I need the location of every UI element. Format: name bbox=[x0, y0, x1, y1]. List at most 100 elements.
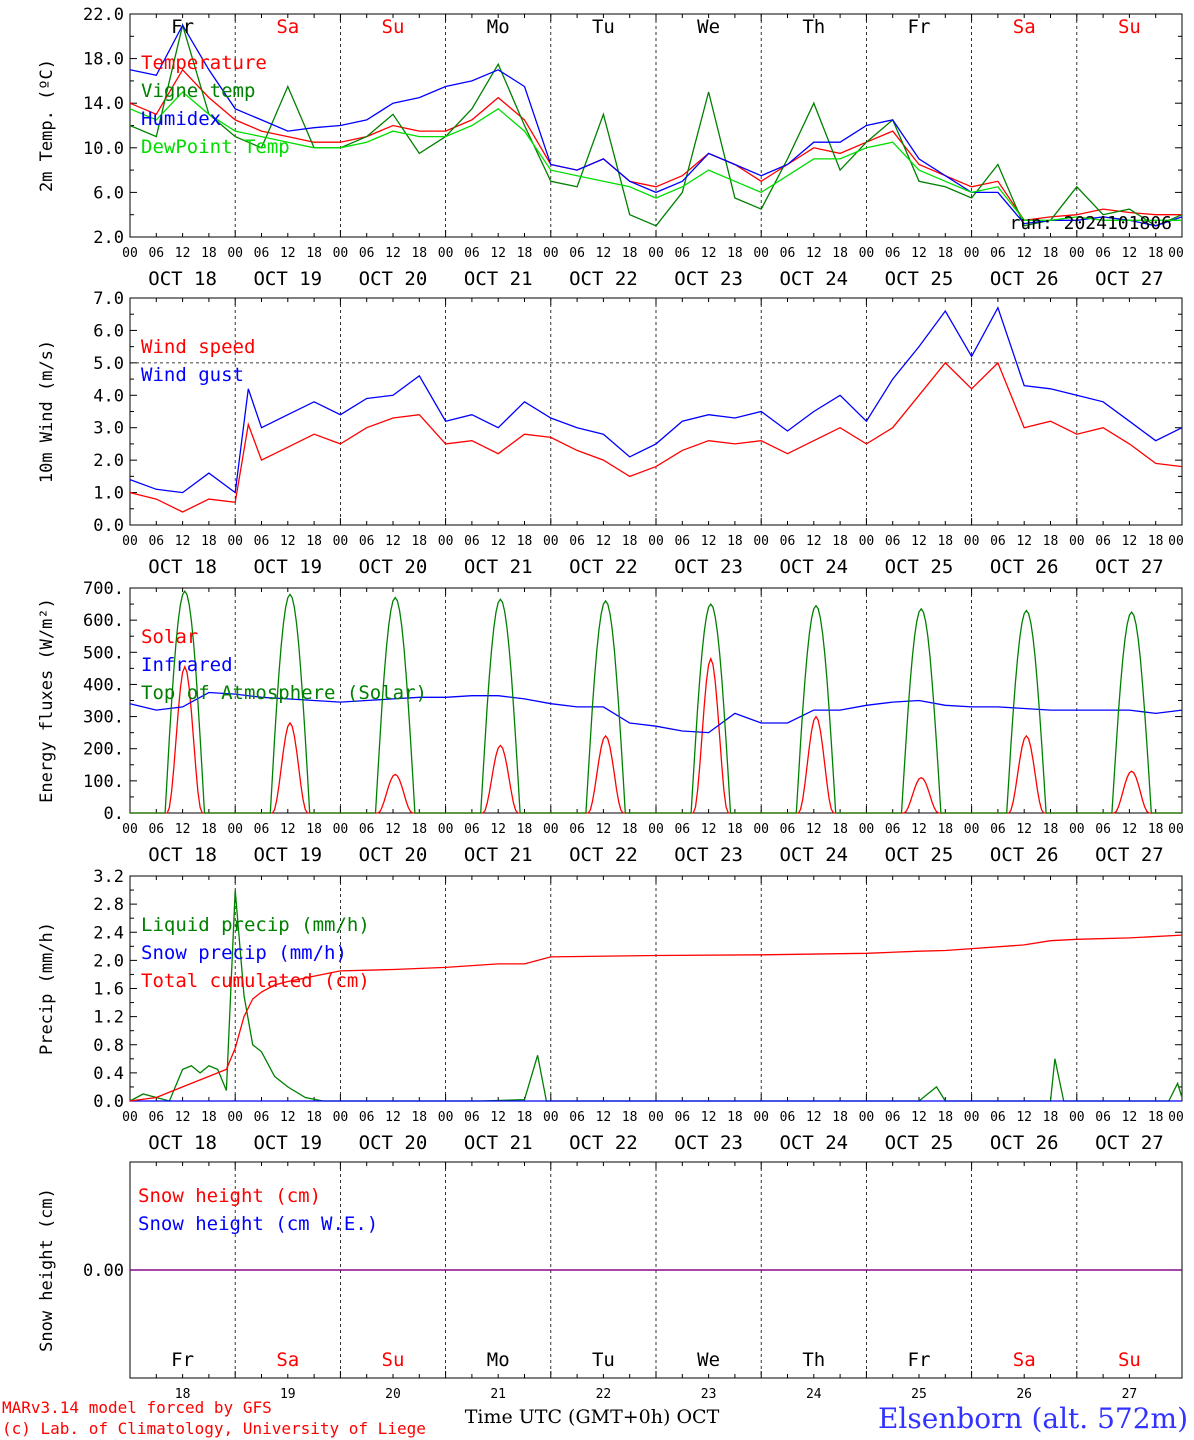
hour-tick-label: 06 bbox=[885, 822, 901, 837]
day-number-label: 19 bbox=[280, 1387, 296, 1402]
legend-entry: DewPoint Temp bbox=[141, 136, 290, 158]
hour-tick-label: 06 bbox=[464, 246, 480, 261]
weekday-label: Mo bbox=[487, 16, 510, 38]
hour-tick-label: 18 bbox=[201, 534, 217, 549]
hour-tick-label: 12 bbox=[280, 1110, 296, 1125]
hour-tick-label: 00 bbox=[1069, 822, 1085, 837]
day-number-label: 22 bbox=[596, 1387, 612, 1402]
hour-tick-label: 00 bbox=[122, 246, 138, 261]
hour-tick-label: 12 bbox=[911, 246, 927, 261]
legend-entry: Temperature bbox=[141, 52, 267, 74]
hour-tick-label: 00 bbox=[122, 534, 138, 549]
y-tick-label: 2.0 bbox=[93, 228, 124, 248]
hour-tick-label: 00 bbox=[227, 822, 243, 837]
weekday-label: Su bbox=[1118, 1349, 1141, 1371]
hour-tick-label: 00 bbox=[753, 822, 769, 837]
weekday-label: Tu bbox=[592, 16, 615, 38]
y-tick-label: 7.0 bbox=[93, 289, 124, 309]
hour-tick-label: 00 bbox=[438, 246, 454, 261]
hour-tick-label: 06 bbox=[1095, 534, 1111, 549]
date-label: OCT 23 bbox=[674, 556, 743, 578]
hour-tick-label: 06 bbox=[780, 246, 796, 261]
hour-tick-label: 12 bbox=[1016, 534, 1032, 549]
hour-tick-label: 18 bbox=[727, 534, 743, 549]
day-number-label: 18 bbox=[175, 1387, 191, 1402]
y-tick-label: 3.2 bbox=[93, 867, 124, 887]
hour-tick-label: 00 bbox=[648, 534, 664, 549]
hour-tick-label: 06 bbox=[148, 1110, 164, 1125]
hour-tick-label: 12 bbox=[1016, 822, 1032, 837]
weekday-label: Sa bbox=[276, 1349, 299, 1371]
hour-tick-label: 18 bbox=[1148, 822, 1164, 837]
hour-tick-label: 18 bbox=[411, 246, 427, 261]
day-number-label: 26 bbox=[1016, 1387, 1032, 1402]
hour-tick-label: 12 bbox=[911, 1110, 927, 1125]
legend-entry: Wind speed bbox=[141, 336, 255, 358]
date-label: OCT 18 bbox=[148, 268, 217, 290]
date-label: OCT 19 bbox=[253, 268, 322, 290]
series-line-temperature bbox=[129, 68, 1182, 221]
hour-tick-label: 18 bbox=[622, 1110, 638, 1125]
hour-tick-label: 00 bbox=[227, 1110, 243, 1125]
y-tick-label: 500. bbox=[83, 643, 124, 663]
date-label: OCT 19 bbox=[253, 844, 322, 866]
hour-tick-label: 06 bbox=[359, 534, 375, 549]
legend-entry: Solar bbox=[141, 626, 198, 648]
hour-tick-label: 06 bbox=[780, 822, 796, 837]
hour-tick-label: 12 bbox=[175, 822, 191, 837]
hour-tick-label: 06 bbox=[464, 822, 480, 837]
y-tick-label: 2.8 bbox=[93, 895, 124, 915]
y-tick-label: 400. bbox=[83, 675, 124, 695]
hour-tick-label: 12 bbox=[280, 534, 296, 549]
weekday-label: Th bbox=[802, 1349, 825, 1371]
date-label: OCT 27 bbox=[1095, 844, 1164, 866]
y-tick-label: 0. bbox=[104, 804, 124, 824]
hour-tick-label: 00 bbox=[1168, 534, 1184, 549]
x-axis-label: Time UTC (GMT+0h) OCT bbox=[465, 1406, 720, 1428]
panel-2: 0.0 1.0 2.0 3.0 4.0 5.0 6.0 7.0 10m Wind (m/s) Wi… bbox=[37, 289, 1184, 578]
hour-tick-label: 00 bbox=[1168, 246, 1184, 261]
hour-tick-label: 06 bbox=[990, 534, 1006, 549]
hour-tick-label: 00 bbox=[438, 822, 454, 837]
hour-tick-label: 06 bbox=[990, 822, 1006, 837]
hour-tick-label: 06 bbox=[674, 1110, 690, 1125]
hour-tick-label: 00 bbox=[1168, 1110, 1184, 1125]
hour-tick-label: 06 bbox=[885, 246, 901, 261]
y-tick-label: 1.6 bbox=[93, 980, 124, 1000]
hour-tick-label: 06 bbox=[359, 822, 375, 837]
hour-tick-label: 18 bbox=[517, 1110, 533, 1125]
hour-tick-label: 00 bbox=[964, 1110, 980, 1125]
series-line-humidex bbox=[129, 23, 1183, 227]
hour-tick-label: 00 bbox=[438, 1110, 454, 1125]
date-label: OCT 26 bbox=[990, 1132, 1059, 1154]
hour-tick-label: 06 bbox=[148, 534, 164, 549]
date-label: OCT 23 bbox=[674, 268, 743, 290]
weekday-label: Fr bbox=[908, 1349, 931, 1371]
hour-tick-label: 18 bbox=[517, 822, 533, 837]
weekday-label: Th bbox=[802, 16, 825, 38]
hour-tick-label: 12 bbox=[1016, 1110, 1032, 1125]
weekday-label: Su bbox=[382, 16, 405, 38]
legend-entry: Total cumulated (cm) bbox=[141, 970, 370, 992]
hour-tick-label: 00 bbox=[753, 534, 769, 549]
series-line-vigne-temp bbox=[129, 22, 1183, 227]
date-label: OCT 26 bbox=[990, 268, 1059, 290]
y-tick-label: 5.0 bbox=[93, 354, 124, 374]
legend-entry: Vigne temp bbox=[141, 80, 255, 102]
series-line-wind-speed bbox=[129, 361, 1183, 513]
hour-tick-label: 00 bbox=[543, 534, 559, 549]
hour-tick-label: 18 bbox=[1043, 246, 1059, 261]
hour-tick-label: 06 bbox=[254, 534, 270, 549]
hour-tick-label: 18 bbox=[832, 1110, 848, 1125]
y-tick-label: 6.0 bbox=[93, 183, 124, 203]
date-label: OCT 23 bbox=[674, 844, 743, 866]
date-label: OCT 23 bbox=[674, 1132, 743, 1154]
hour-tick-label: 06 bbox=[359, 246, 375, 261]
hour-tick-label: 00 bbox=[648, 246, 664, 261]
hour-tick-label: 00 bbox=[1069, 534, 1085, 549]
date-label: OCT 27 bbox=[1095, 556, 1164, 578]
hour-tick-label: 18 bbox=[306, 1110, 322, 1125]
legend-entry: Infrared bbox=[141, 654, 233, 676]
hour-tick-label: 06 bbox=[464, 1110, 480, 1125]
series-line-top-of-atmosphere-solar- bbox=[130, 590, 1182, 814]
